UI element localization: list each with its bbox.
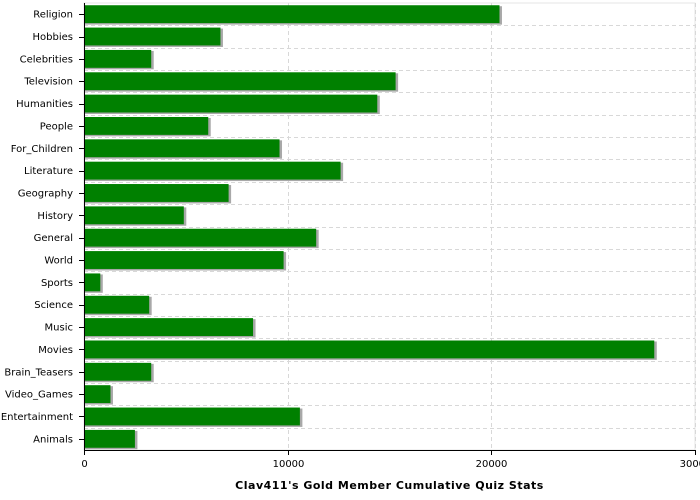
bar-sports — [84, 273, 101, 292]
x-tick-label: 0 — [81, 459, 87, 470]
category-label: General — [34, 233, 73, 244]
category-label: Brain_Teasers — [4, 367, 73, 378]
category-label: Religion — [33, 10, 73, 21]
category-label: Celebrities — [20, 54, 73, 65]
category-label: Sports — [41, 278, 73, 289]
labels-layer: Religion Hobbies Celebrities Television Huma… — [1, 10, 700, 470]
bar-movies — [84, 340, 655, 359]
category-label: Movies — [38, 345, 73, 356]
category-label: People — [40, 121, 73, 132]
category-label: Video_Games — [5, 390, 73, 401]
bar-general — [84, 228, 317, 247]
x-axis-title: Clav411's Gold Member Cumulative Quiz St… — [235, 479, 544, 492]
category-label: Literature — [24, 166, 73, 177]
category-label: Humanities — [16, 99, 73, 110]
bar-animals — [84, 429, 135, 448]
x-tick-label: 20000 — [476, 459, 508, 470]
bars-layer — [84, 5, 657, 450]
grid-layer — [83, 2, 696, 451]
category-label: Geography — [18, 188, 73, 199]
bar-humanities — [84, 94, 378, 113]
category-label: Science — [34, 300, 73, 311]
category-label: Animals — [33, 434, 73, 445]
category-label: For_Children — [11, 144, 73, 155]
bar-science — [84, 295, 150, 314]
bar-video-games — [84, 385, 111, 404]
bar-religion — [84, 5, 500, 24]
x-tick-label: 10000 — [273, 459, 305, 470]
category-label: Entertainment — [1, 412, 73, 423]
bar-brain-teasers — [84, 362, 152, 381]
bar-entertainment — [84, 407, 300, 426]
category-label: History — [37, 211, 73, 222]
bar-geography — [84, 184, 229, 202]
category-label: Television — [23, 77, 73, 88]
bar-people — [84, 116, 209, 135]
bar-for-children — [84, 139, 280, 158]
axes-layer — [84, 3, 695, 451]
category-label: Hobbies — [33, 32, 73, 43]
bar-celebrities — [84, 49, 152, 68]
bar-literature — [84, 161, 341, 180]
bar-history — [84, 206, 184, 225]
bar-television — [84, 72, 396, 91]
category-label: World — [44, 256, 73, 267]
bar-world — [84, 251, 284, 269]
x-tick-label: 30000 — [680, 459, 700, 470]
bar-hobbies — [84, 27, 221, 46]
bar-music — [84, 318, 254, 337]
category-label: Music — [45, 323, 73, 334]
